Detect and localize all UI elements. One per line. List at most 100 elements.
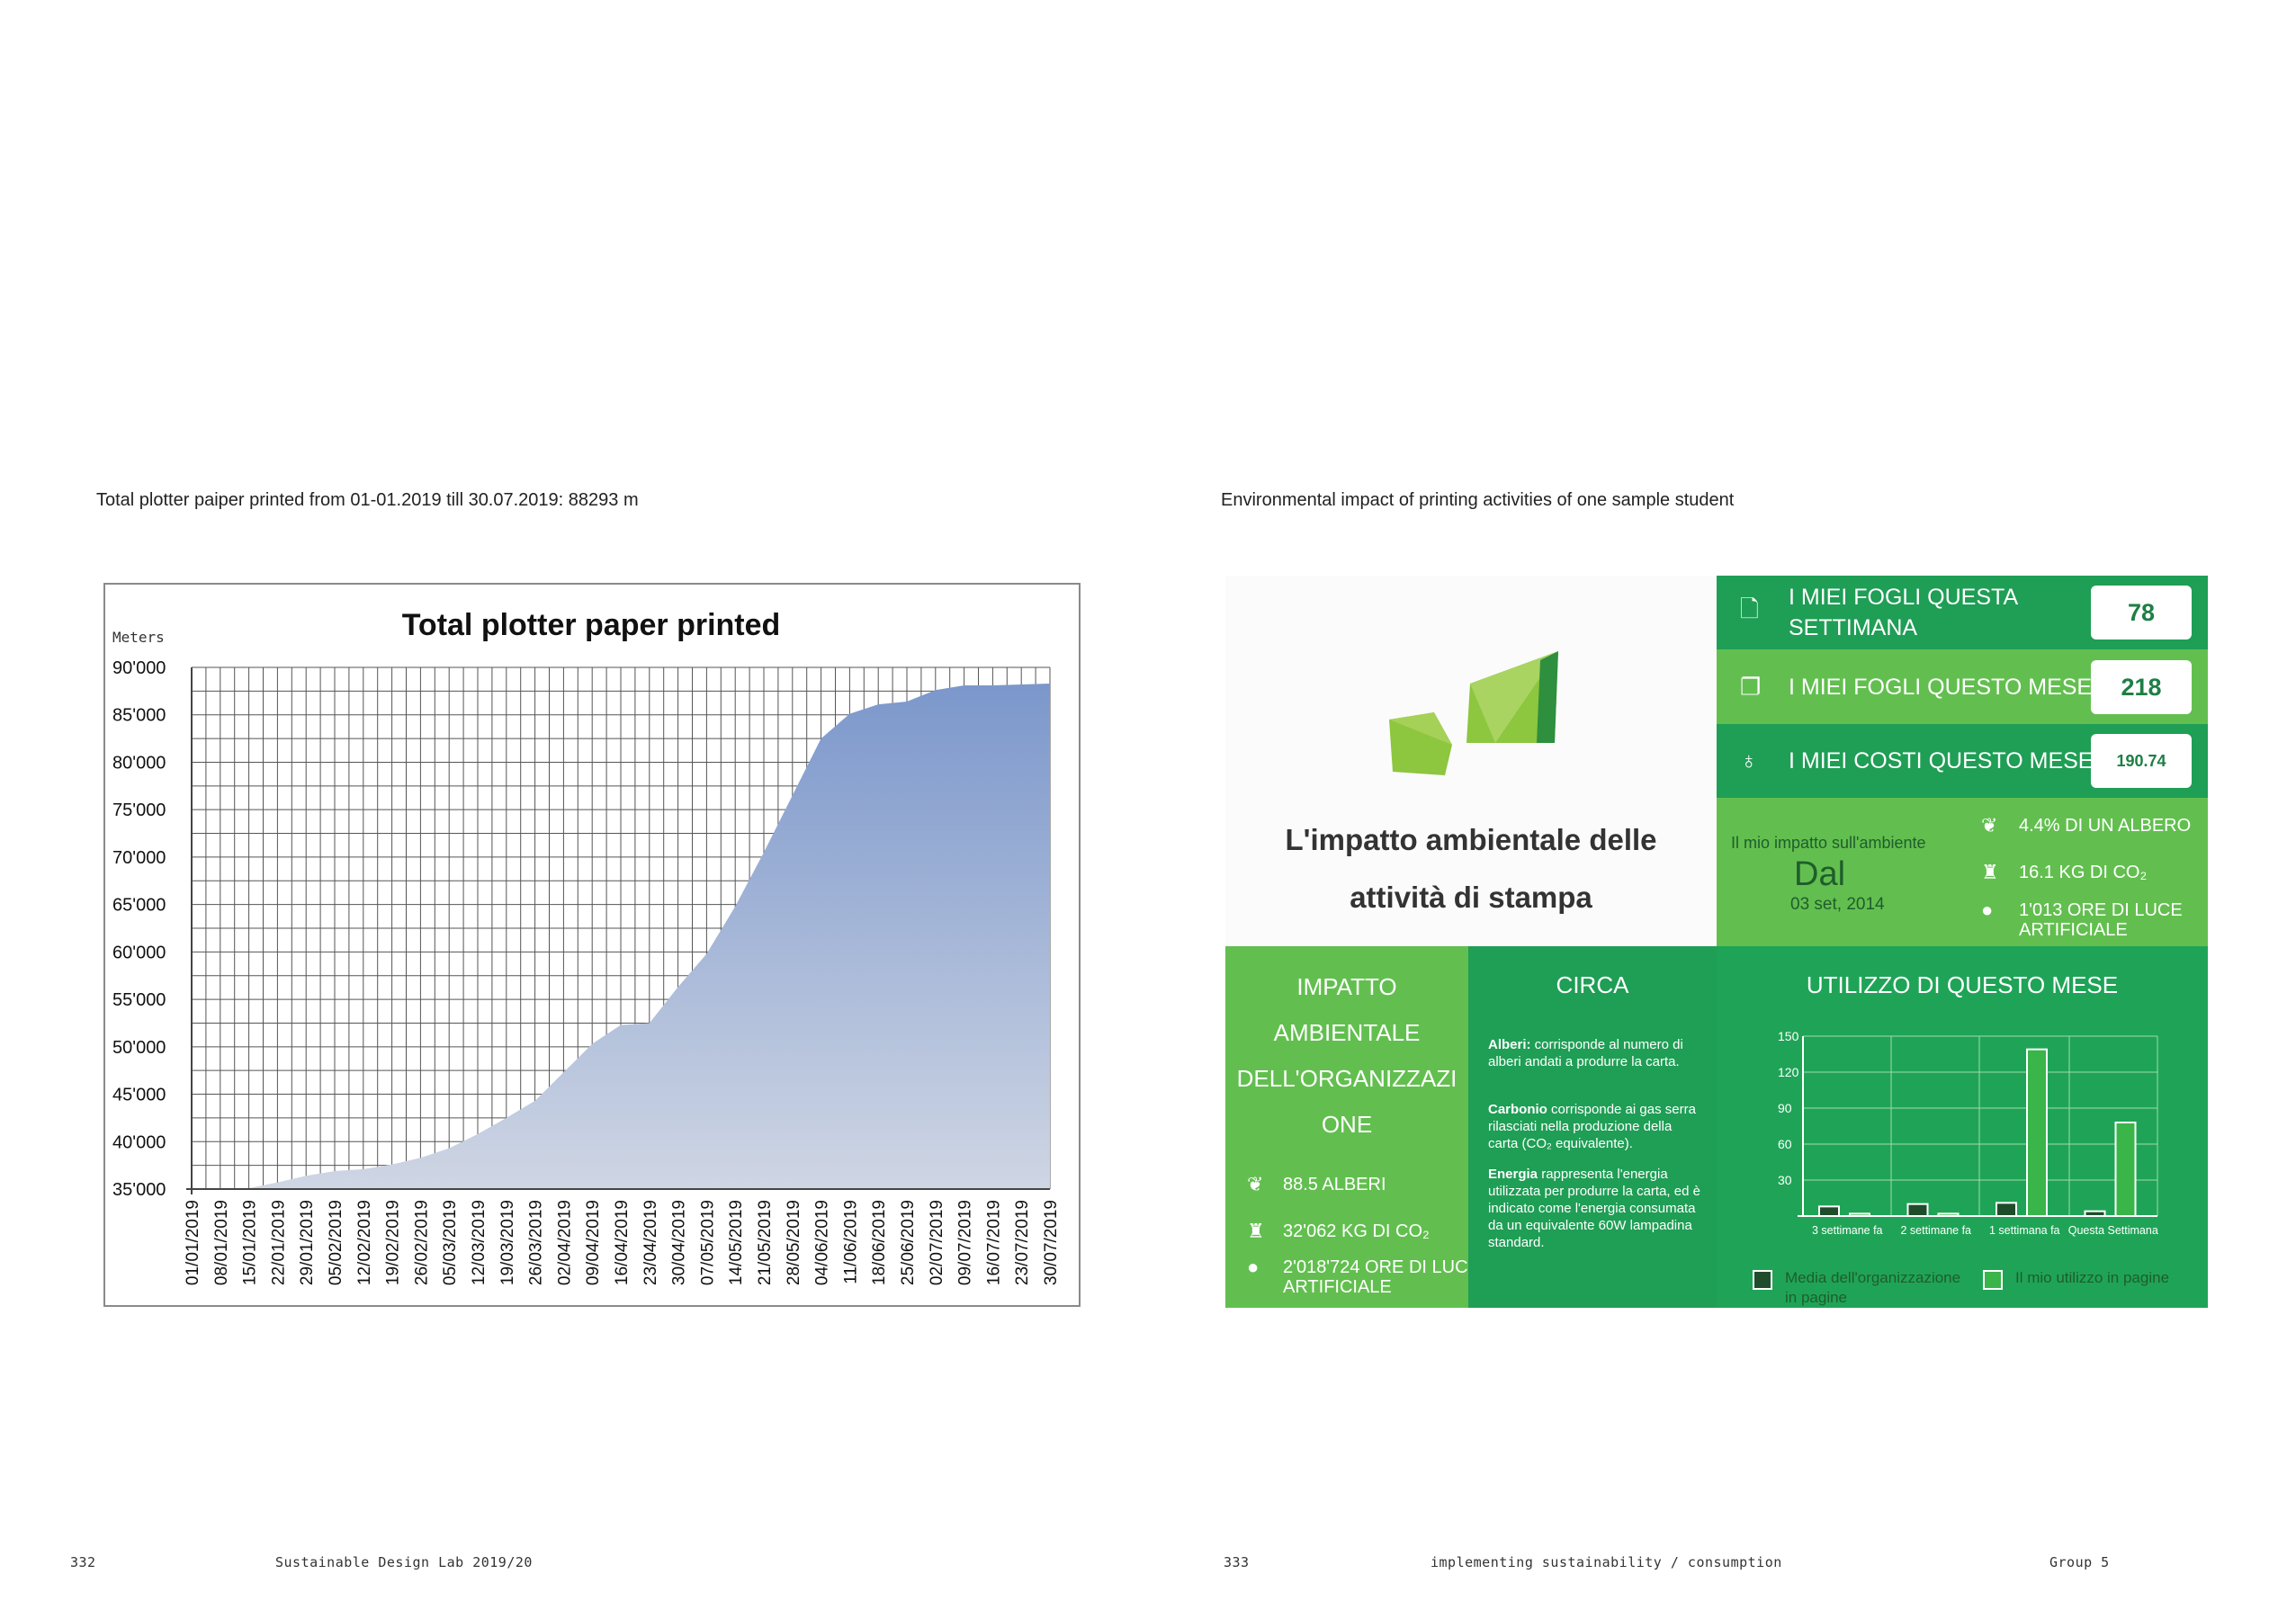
circa-energy-term: Energia [1488,1167,1538,1182]
x-tick-label: 25/06/2019 [899,1200,918,1285]
usage-x-tick-label: Questa Settimana [2068,1224,2158,1237]
chart-title: Total plotter paper printed [402,608,781,642]
sheet-icon: 🗋 [1740,595,1759,622]
organization-impact-title: IMPATTO AMBIENTALE DELL'ORGANIZZAZI ONE [1225,964,1468,1148]
monthly-sheets-row: ❐ I MIEI FOGLI QUESTO MESE 218 [1717,649,2208,724]
x-tick-label: 26/02/2019 [412,1200,431,1285]
org-title-line-3: DELL'ORGANIZZAZI [1236,1065,1457,1092]
y-tick-label: 70'000 [112,848,166,868]
usage-bar [2114,1122,2137,1217]
x-tick-label: 28/05/2019 [785,1200,803,1285]
my-impact-label: Il mio impatto sull'ambiente [1731,834,1926,852]
x-tick-label: 18/06/2019 [870,1200,889,1285]
org-light-text: 2'018'724 ORE DI LUCE ARTIFICIALE [1283,1257,1490,1297]
usage-y-tick-label: 120 [1778,1065,1799,1079]
monthly-costs-value: 190.74 [2091,734,2192,788]
x-tick-label: 23/07/2019 [1013,1200,1032,1285]
monthly-usage-title: UTILIZZO DI QUESTO MESE [1806,971,2119,998]
organization-impact-column: IMPATTO AMBIENTALE DELL'ORGANIZZAZI ONE … [1225,946,1480,1308]
legend-swatch-mine [1983,1270,2003,1290]
usage-x-tick-label: 3 settimane fa [1812,1224,1883,1237]
x-tick-label: 30/07/2019 [1042,1200,1061,1285]
x-tick-label: 12/02/2019 [355,1200,374,1285]
monthly-sheets-label: I MIEI FOGLI QUESTO MESE [1789,674,2093,700]
x-tick-label: 01/01/2019 [184,1200,202,1285]
weekly-sheets-value: 78 [2091,586,2192,640]
running-title-left: Sustainable Design Lab 2019/20 [275,1554,533,1570]
page-number-left: 332 [70,1554,96,1570]
my-impact-light-line-2: ARTIFICIALE [2019,920,2128,940]
x-tick-label: 11/06/2019 [841,1200,860,1284]
factory-icon: ♜ [1981,861,1999,883]
x-tick-label: 29/01/2019 [298,1200,317,1285]
monthly-usage-column: UTILIZZO DI QUESTO MESE 30 60 90 120 150 3 se… [1717,946,2208,1308]
lightbulb-icon: ● [1981,899,1994,921]
monthly-usage-bar-chart: 30 60 90 120 150 3 settimane fa 2 settimane fa… [1778,1029,2158,1237]
circa-energy-note: Energia rappresenta l'energia utilizzata… [1488,1166,1704,1251]
y-tick-label: 65'000 [112,896,166,916]
x-tick-label: 23/04/2019 [641,1200,660,1285]
usage-y-tick-label: 90 [1778,1101,1792,1115]
x-tick-label: 16/07/2019 [984,1200,1003,1285]
lightbulb-icon: ● [1247,1256,1260,1278]
circa-trees-note: Alberi: corrisponde al numero di alberi … [1488,1036,1704,1070]
x-tick-label: 02/07/2019 [928,1200,946,1285]
monthly-costs-row: ♁ I MIEI COSTI QUESTO MESE 190.74 [1717,724,2208,798]
org-light-line-2: ARTIFICIALE [1283,1277,1392,1297]
x-tick-label: 07/05/2019 [698,1200,717,1285]
y-tick-label: 90'000 [112,658,166,678]
x-tick-label: 12/03/2019 [470,1200,489,1285]
org-co2-text: 32'062 KG DI CO₂ [1283,1221,1430,1241]
weekly-sheets-row: 🗋 I MIEI FOGLI QUESTA SETTIMANA 78 [1717,576,2208,649]
monthly-sheets-value: 218 [2091,659,2192,714]
x-tick-label: 21/05/2019 [756,1200,775,1285]
legend-organization-text: Media dell'organizzazione in pagine [1785,1269,1961,1306]
y-tick-label: 55'000 [112,990,166,1010]
x-tick-label: 19/02/2019 [384,1200,403,1285]
y-tick-label: 60'000 [112,943,166,962]
x-tick-label: 08/01/2019 [212,1200,231,1285]
usage-y-tick-label: 60 [1778,1137,1792,1151]
circa-carbon-text: corrisponde ai gas serra rilasciati nell… [1488,1102,1696,1151]
my-impact-co2-text: 16.1 KG DI CO₂ [2019,863,2148,882]
usage-y-tick-label: 150 [1778,1029,1799,1043]
usage-bar [2026,1048,2048,1217]
x-tick-label: 26/03/2019 [527,1200,546,1285]
money-bag-icon: ♁ [1740,747,1758,774]
y-tick-label: 45'000 [112,1086,166,1105]
circa-trees-text: corrisponde al numero di alberi andati a… [1488,1037,1683,1069]
usage-bar [2084,1210,2106,1217]
x-tick-label: 05/02/2019 [327,1200,345,1285]
circa-trees-term: Alberi: [1488,1037,1531,1052]
usage-bar [1849,1212,1870,1218]
usage-y-tick-label: 30 [1778,1173,1792,1187]
weekly-sheets-label: I MIEI FOGLI QUESTA SETTIMANA [1789,582,2018,643]
my-impact-light-text: 1'013 ORE DI LUCE ARTIFICIALE [2019,900,2208,940]
y-tick-label: 75'000 [112,801,166,820]
page-number-right: 333 [1224,1554,1250,1570]
my-impact-date: 03 set, 2014 [1790,895,1885,914]
my-impact-since: Dal [1794,855,1846,893]
factory-icon: ♜ [1247,1220,1265,1242]
leaves-logo-icon [1389,651,1558,775]
usage-bar [1906,1203,1929,1217]
weekly-sheets-label-line-2: SETTIMANA [1789,615,1918,640]
x-tick-label: 19/03/2019 [498,1200,517,1285]
legend-swatch-organization [1753,1270,1772,1290]
y-tick-label: 50'000 [112,1038,166,1058]
sheets-icon: ❐ [1740,673,1762,700]
x-tick-label: 16/04/2019 [613,1200,632,1285]
circa-title: CIRCA [1556,971,1629,998]
x-tick-label: 15/01/2019 [241,1200,260,1285]
legend-mine-text: Il mio utilizzo in pagine [2015,1269,2170,1286]
my-impact-tree-text: 4.4% DI UN ALBERO [2019,816,2192,836]
org-title-line-1: IMPATTO [1296,973,1397,1000]
figure-caption-left: Total plotter paiper printed from 01-01.… [96,490,639,510]
usage-bar [1937,1212,1960,1218]
usage-bar [1818,1205,1840,1218]
circa-energy-text: rappresenta l'energia utilizzata per pro… [1488,1167,1700,1250]
x-tick-label: 04/06/2019 [813,1200,832,1285]
figure-caption-right: Environmental impact of printing activit… [1221,490,1735,510]
y-tick-label: 35'000 [112,1180,166,1200]
leaf-icon: ❦ [1981,814,1998,836]
